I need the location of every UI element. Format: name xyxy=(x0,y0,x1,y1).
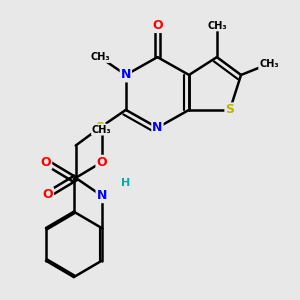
Text: O: O xyxy=(41,156,51,169)
Text: N: N xyxy=(121,68,131,82)
Text: H: H xyxy=(121,178,130,188)
Text: S: S xyxy=(95,121,104,134)
Text: CH₃: CH₃ xyxy=(90,52,110,62)
Text: CH₃: CH₃ xyxy=(207,20,227,31)
Text: O: O xyxy=(43,188,53,201)
Text: N: N xyxy=(97,189,107,202)
Text: CH₃: CH₃ xyxy=(92,124,112,135)
Text: N: N xyxy=(152,121,163,134)
Text: S: S xyxy=(225,103,234,116)
Text: O: O xyxy=(152,19,163,32)
Text: O: O xyxy=(96,156,107,169)
Text: CH₃: CH₃ xyxy=(259,59,279,69)
